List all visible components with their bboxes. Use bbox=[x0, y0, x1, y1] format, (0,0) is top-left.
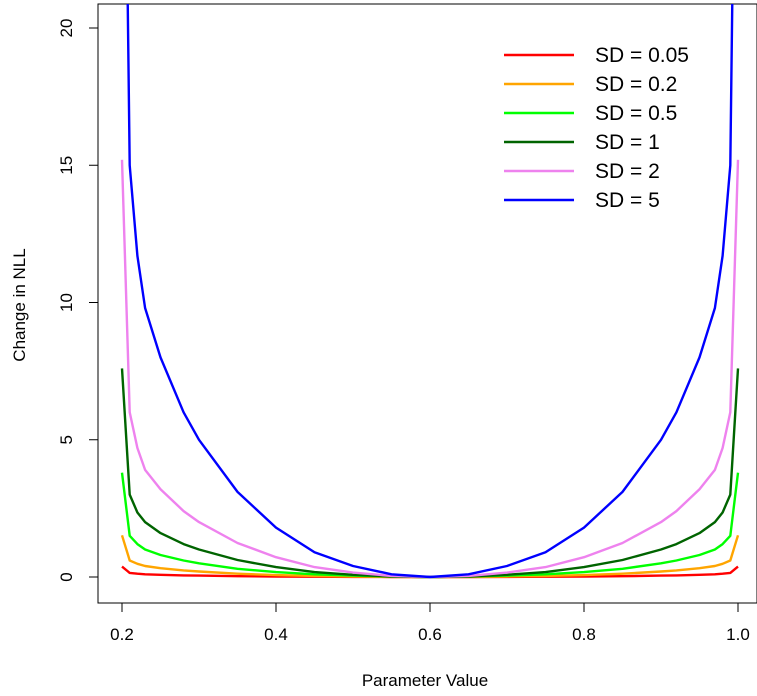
plot-area bbox=[97, 3, 757, 604]
legend-label: SD = 0.05 bbox=[595, 44, 689, 67]
legend-label: SD = 2 bbox=[595, 160, 660, 183]
legend-label: SD = 1 bbox=[595, 131, 660, 154]
y-tick-label: 20 bbox=[57, 19, 76, 38]
legend-label: SD = 0.2 bbox=[595, 73, 677, 96]
x-tick-label: 0.4 bbox=[264, 625, 288, 644]
y-tick-label: 5 bbox=[57, 435, 76, 444]
legend-label: SD = 5 bbox=[595, 189, 660, 212]
y-axis-label: Change in NLL bbox=[10, 248, 29, 361]
x-tick-label: 0.8 bbox=[572, 625, 596, 644]
x-axis: 0.2 0.4 0.6 0.8 1.0 bbox=[110, 602, 750, 644]
x-axis-label: Parameter Value bbox=[362, 671, 488, 690]
y-tick-label: 0 bbox=[57, 572, 76, 581]
x-tick-label: 0.2 bbox=[110, 625, 134, 644]
legend: SD = 0.05 SD = 0.2 SD = 0.5 SD = 1 SD = 2 SD … bbox=[504, 44, 689, 212]
legend-label: SD = 0.5 bbox=[595, 102, 677, 125]
x-tick-label: 0.6 bbox=[418, 625, 442, 644]
series-layer bbox=[120, 4, 740, 579]
y-tick-label: 15 bbox=[57, 156, 76, 175]
x-tick-label: 1.0 bbox=[726, 625, 750, 644]
y-axis: 0 5 10 15 20 bbox=[57, 19, 99, 582]
series-line-6 bbox=[126, 4, 734, 579]
y-tick-label: 10 bbox=[57, 293, 76, 312]
